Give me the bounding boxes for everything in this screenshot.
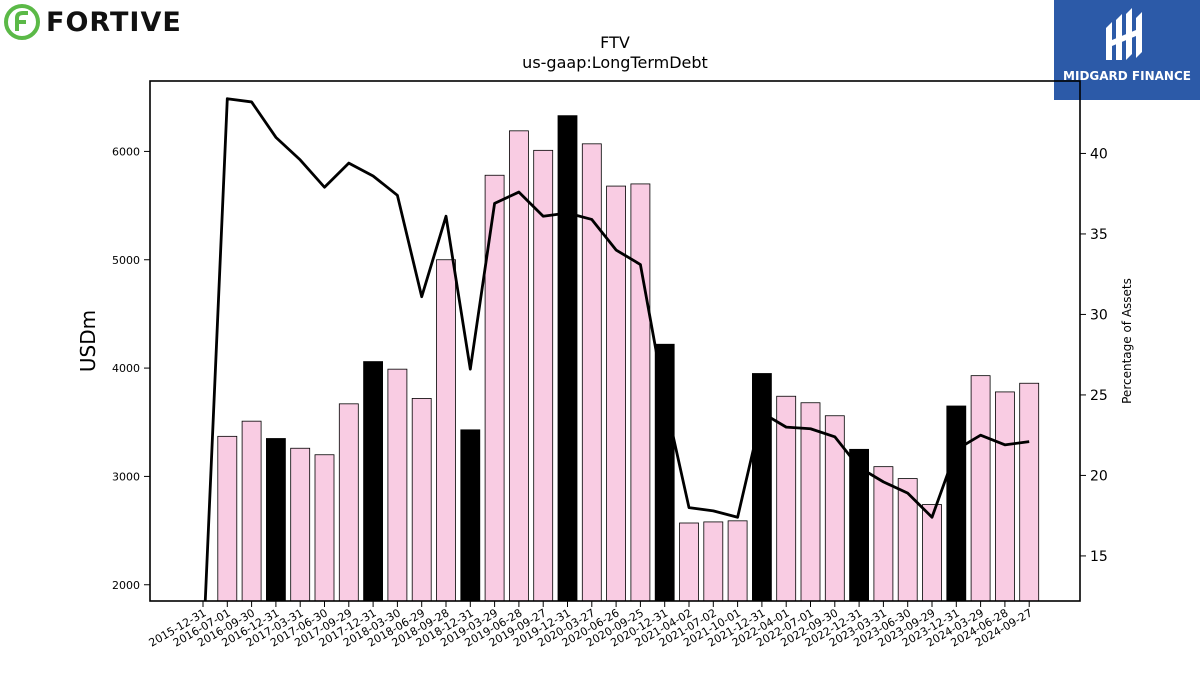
y-axis-label: USDm: [76, 310, 100, 372]
y-axis-right: 15 20 25 30 35 40: [1080, 146, 1108, 565]
bar-2023-09-29: [922, 504, 942, 602]
midgard-logo-icon: [1106, 8, 1142, 60]
y2-axis-label: Percentage of Assets: [1120, 278, 1134, 404]
bar-2024-03-29: [970, 375, 991, 602]
midgard-finance-logo: MIDGARD FINANCE: [1054, 0, 1200, 100]
bar-2017-09-29: [338, 403, 359, 602]
y2-tick-label-40: 40: [1090, 146, 1108, 162]
y-tick-label-6000: 6000: [112, 145, 140, 158]
bar-2019-09-27: [533, 149, 554, 602]
bar-2018-03-30: [387, 368, 408, 602]
bar-2021-10-01: [727, 520, 748, 602]
plot-frame: [149, 80, 1081, 602]
bar-2022-07-01: [800, 402, 821, 602]
y-tick-label-5000: 5000: [112, 254, 140, 267]
chart-title: FTV: [600, 33, 630, 52]
bar-2021-07-02: [703, 521, 724, 602]
y-tick-label-2000: 2000: [112, 579, 140, 592]
bar-2020-09-25: [630, 183, 651, 602]
bar-2016-12-31: [265, 438, 286, 602]
y2-tick-label-25: 25: [1090, 388, 1108, 404]
percentage-line-series: [203, 97, 1030, 601]
y2-tick-label-35: 35: [1090, 227, 1108, 243]
fortive-logo-icon: [4, 4, 40, 40]
bar-2018-06-29: [411, 398, 432, 602]
bar-2017-12-31: [363, 361, 384, 602]
bar-2018-12-31: [460, 429, 481, 602]
bar-2016-07-01: [217, 435, 238, 602]
bar-2016-09-30: [241, 420, 262, 602]
bar-2024-09-27: [1019, 382, 1040, 602]
bar-2020-12-31: [654, 343, 675, 602]
y2-tick-label-15: 15: [1090, 549, 1108, 565]
bar-2023-03-31: [873, 466, 894, 602]
bar-2023-12-31: [946, 405, 967, 602]
fortive-logo: FORTIVE: [4, 4, 182, 40]
bar-2020-03-27: [581, 143, 602, 602]
bar-2017-03-31: [290, 447, 311, 602]
bar-2021-04-02: [679, 522, 699, 602]
y2-tick-label-30: 30: [1090, 307, 1108, 323]
y-axis-left: 2000 3000 4000 5000 6000: [112, 145, 150, 592]
fortive-wordmark: FORTIVE: [46, 6, 182, 38]
y-tick-label-4000: 4000: [112, 362, 140, 375]
bar-2017-06-30: [314, 454, 335, 602]
bar-series: [217, 115, 1040, 602]
x-axis: 2015-12-312016-07-012016-09-302016-12-31…: [147, 601, 1035, 650]
bar-2023-06-30: [897, 478, 918, 602]
bar-2021-12-31: [752, 373, 772, 602]
y2-tick-label-20: 20: [1090, 468, 1108, 484]
midgard-finance-label: MIDGARD FINANCE: [1063, 69, 1191, 83]
bar-2019-06-28: [508, 130, 529, 602]
bar-2018-09-28: [436, 259, 456, 602]
percentage-of-assets-line: [203, 97, 1030, 601]
bar-2024-06-28: [995, 391, 1015, 602]
y-tick-label-3000: 3000: [112, 470, 140, 483]
bar-2019-12-31: [557, 115, 578, 602]
chart-subtitle: us-gaap:LongTermDebt: [522, 53, 708, 72]
